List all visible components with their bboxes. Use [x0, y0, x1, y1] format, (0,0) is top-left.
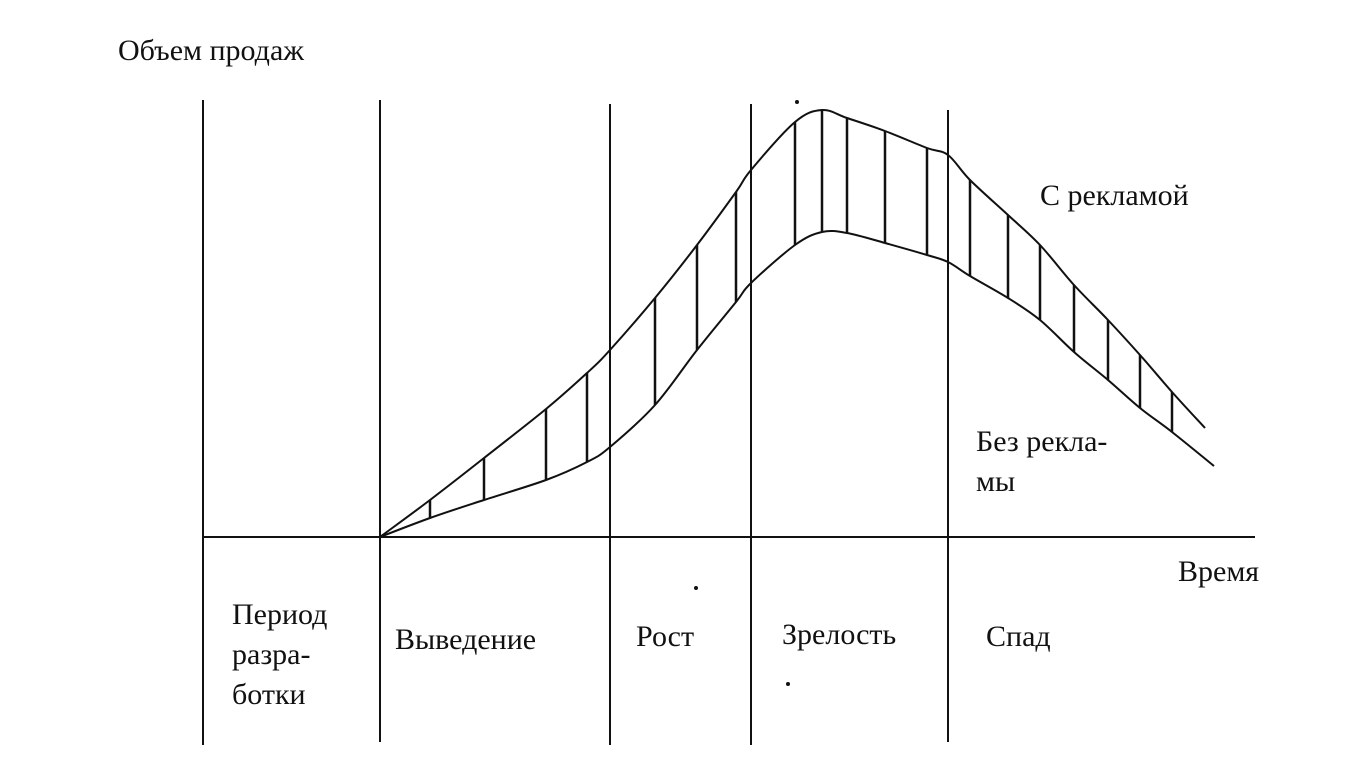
stage-development-line3: ботки [232, 678, 306, 711]
stage-development: Период разра- ботки [232, 595, 327, 715]
without-ads-label: Без рекла- мы [976, 422, 1107, 502]
speck [795, 100, 799, 104]
with-ads-label: С рекламой [1040, 179, 1189, 212]
stage-maturity: Зрелость [782, 618, 897, 651]
y-axis-label: Объем продаж [118, 34, 304, 67]
stage-decline: Спад [986, 620, 1051, 653]
stage-introduction: Выведение [395, 623, 537, 656]
advertising-effect-hatching [428, 110, 1174, 518]
speck [786, 682, 790, 686]
sales-curve-with-advertising [379, 108, 1206, 538]
speck [694, 586, 698, 590]
without-ads-label-line1: Без рекла- [976, 425, 1108, 458]
sales-curve-without-advertising [379, 229, 1215, 538]
stage-development-line2: разра- [232, 638, 311, 671]
stage-development-line1: Период [232, 598, 328, 631]
without-ads-label-line2: мы [976, 465, 1016, 498]
stage-growth: Рост [636, 620, 695, 653]
x-axis-label: Время [1178, 555, 1260, 588]
